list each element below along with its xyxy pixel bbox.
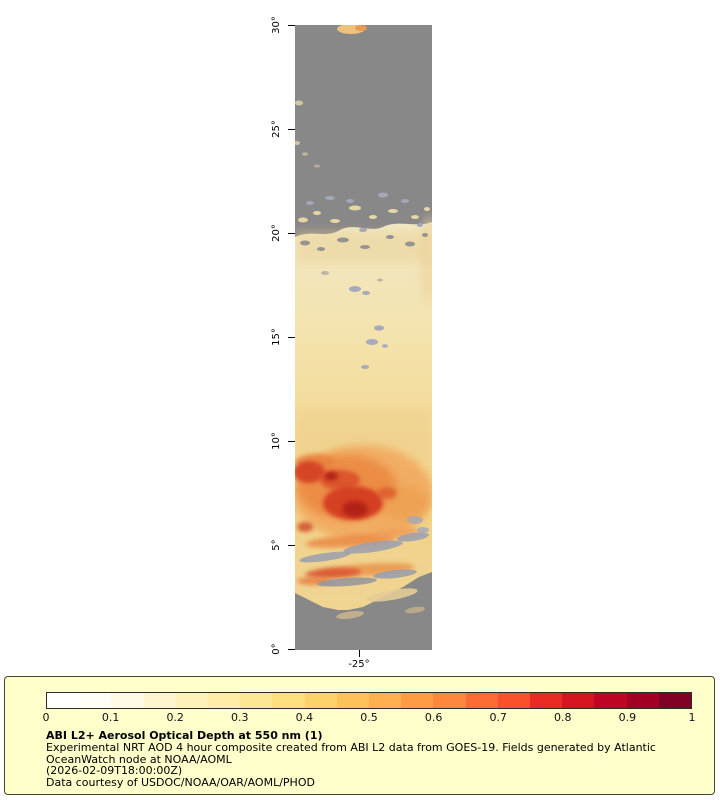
colorbar-segment <box>272 693 305 708</box>
colorbar-segment <box>401 693 434 708</box>
colorbar-tick-label: 0.2 <box>166 711 184 724</box>
colorbar-segment <box>562 693 595 708</box>
colorbar-segment <box>369 693 402 708</box>
caption: ABI L2+ Aerosol Optical Depth at 550 nm … <box>46 730 656 788</box>
legend-panel: 0 0.1 0.2 0.3 0.4 0.5 0.6 0.7 0.8 0.9 1 ABI L2+ Ae… <box>4 676 715 795</box>
lat-tick-mark <box>288 129 295 130</box>
colorbar-segment <box>433 693 466 708</box>
colorbar-segment <box>240 693 273 708</box>
caption-line-2: OceanWatch node at NOAA/AOML <box>46 752 232 766</box>
colorbar-segment <box>530 693 563 708</box>
colorbar-segment <box>336 693 370 708</box>
lat-tick-label: 20° <box>271 224 282 242</box>
caption-line-3: (2026-02-09T18:00:00Z) <box>46 764 183 777</box>
colorbar-segment <box>208 693 241 708</box>
lat-tick-label: 15° <box>271 328 282 346</box>
colorbar-tick-label: 0.7 <box>489 711 507 724</box>
lat-tick-mark <box>288 233 295 234</box>
colorbar-ticks: 0 0.1 0.2 0.3 0.4 0.5 0.6 0.7 0.8 0.9 1 <box>42 711 696 725</box>
colorbar-tick-label: 0.8 <box>554 711 572 724</box>
colorbar-segment <box>465 693 498 708</box>
lat-tick-mark <box>288 545 295 546</box>
colorbar-segment <box>111 693 144 708</box>
lat-tick-label: 10° <box>271 432 282 450</box>
lon-tick-label: -25° <box>348 659 370 670</box>
colorbar-segment <box>143 693 176 708</box>
colorbar-tick-label: 0.3 <box>231 711 249 724</box>
colorbar-segment <box>175 693 209 708</box>
caption-line-1: Experimental NRT AOD 4 hour composite cr… <box>46 741 656 754</box>
colorbar-segment <box>658 693 692 708</box>
lat-tick-mark <box>288 337 295 338</box>
colorbar-segment <box>497 693 531 708</box>
lon-tick-mark <box>359 650 360 657</box>
colorbar-segment <box>79 693 112 708</box>
colorbar-tick-label: 1 <box>688 711 696 724</box>
colorbar-tick-label: 0.1 <box>101 711 120 724</box>
lat-tick-label: 30° <box>271 16 282 34</box>
map-plot: 30° 25° 20° 15° 10° 5° 0° -25° <box>271 16 432 670</box>
colorbar <box>46 692 692 709</box>
lat-tick-mark <box>288 649 295 650</box>
caption-title: ABI L2+ Aerosol Optical Depth at 550 nm … <box>46 729 323 742</box>
colorbar-segment <box>626 693 659 708</box>
lat-tick-label: 0° <box>271 643 282 655</box>
colorbar-segment <box>304 693 337 708</box>
colorbar-tick-label: 0.9 <box>618 711 637 724</box>
colorbar-tick-label: 0.5 <box>360 711 378 724</box>
lat-tick-label: 5° <box>271 539 282 551</box>
colorbar-segment <box>594 693 627 708</box>
colorbar-tick-label: 0 <box>42 711 50 724</box>
aod-map-image <box>295 25 432 650</box>
colorbar-segment <box>47 693 80 708</box>
colorbar-tick-label: 0.4 <box>295 711 314 724</box>
colorbar-tick-label: 0.6 <box>424 711 443 724</box>
lat-tick-mark <box>288 25 295 26</box>
lat-tick-mark <box>288 441 295 442</box>
lat-tick-label: 25° <box>271 120 282 138</box>
caption-line-4: Data courtesy of USDOC/NOAA/OAR/AOML/PHO… <box>46 775 315 789</box>
